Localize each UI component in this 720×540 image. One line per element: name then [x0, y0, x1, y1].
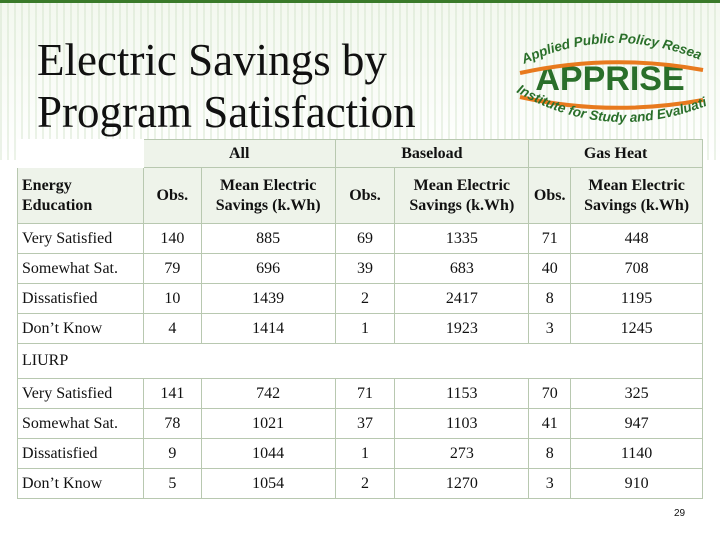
table-cell: 3 [528, 468, 572, 499]
table-row: Somewhat Sat. 78 1021 37 1103 41 947 [17, 408, 703, 439]
section-label-liurp: LIURP [17, 343, 703, 379]
row-label: Somewhat Sat. [17, 253, 144, 284]
table-row: Dissatisfied 9 1044 1 273 8 1140 [17, 438, 703, 469]
table-row: Dissatisfied 10 1439 2 2417 8 1195 [17, 283, 703, 314]
table-cell: 1044 [200, 438, 336, 469]
table-cell: 8 [528, 283, 572, 314]
section-label-energy-education: Energy Education [17, 167, 144, 224]
logo-swoosh-bottom [519, 95, 704, 110]
table-cell: 2 [334, 283, 396, 314]
table-cell: 1103 [394, 408, 530, 439]
table-row: Somewhat Sat. 79 696 39 683 40 708 [17, 253, 703, 284]
table-cell: 78 [142, 408, 202, 439]
table-row: Don’t Know 4 1414 1 1923 3 1245 [17, 313, 703, 344]
energy-education-rows: Very Satisfied 140 885 69 1335 71 448 Somewhat … [17, 223, 703, 344]
section-label-line-2: Education [22, 196, 93, 214]
table-cell: 1245 [570, 313, 703, 344]
table-cell: 79 [142, 253, 202, 284]
table-cell: 1140 [570, 438, 703, 469]
table-cell: 4 [142, 313, 202, 344]
table-cell: 1439 [200, 283, 336, 314]
table-cell: 1021 [200, 408, 336, 439]
header-mean-all: Mean Electric Savings (k.Wh) [200, 167, 336, 224]
corner-cell [17, 139, 144, 168]
table-cell: 10 [142, 283, 202, 314]
table-cell: 1195 [570, 283, 703, 314]
group-header-baseload: Baseload [334, 139, 530, 168]
row-label: Very Satisfied [17, 378, 144, 409]
header-obs-gas-heat: Obs. [528, 167, 572, 224]
row-label: Don’t Know [17, 313, 144, 344]
slide-title-line-2: Program Satisfaction [37, 87, 416, 137]
table-cell: 1 [334, 438, 396, 469]
table-cell: 41 [528, 408, 572, 439]
table-cell: 40 [528, 253, 572, 284]
table-cell: 71 [334, 378, 396, 409]
table-cell: 708 [570, 253, 703, 284]
section-header-liurp: LIURP [17, 343, 703, 379]
table-cell: 1923 [394, 313, 530, 344]
column-header-row: Energy Education Obs. Mean Electric Savin… [17, 167, 703, 224]
table-cell: 947 [570, 408, 703, 439]
table-cell: 696 [200, 253, 336, 284]
table-cell: 70 [528, 378, 572, 409]
table-cell: 910 [570, 468, 703, 499]
group-header-row: All Baseload Gas Heat [17, 139, 703, 168]
table-row: Don’t Know 5 1054 2 1270 3 910 [17, 468, 703, 499]
header-obs-baseload: Obs. [334, 167, 396, 224]
logo-swoosh-top [519, 60, 704, 75]
table-cell: 2417 [394, 283, 530, 314]
slide-header-background [0, 0, 720, 160]
table-cell: 1335 [394, 223, 530, 254]
table-cell: 1414 [200, 313, 336, 344]
table-cell: 1153 [394, 378, 530, 409]
apprise-logo: Applied Public Policy Research APPRISE I… [510, 20, 709, 125]
group-header-gas-heat: Gas Heat [528, 139, 703, 168]
table-cell: 1054 [200, 468, 336, 499]
table-cell: 885 [200, 223, 336, 254]
table-cell: 3 [528, 313, 572, 344]
page-number: 29 [674, 508, 686, 519]
row-label: Dissatisfied [17, 283, 144, 314]
section-label-line-1: Energy [22, 176, 72, 194]
liurp-rows: Very Satisfied 141 742 71 1153 70 325 Somewhat … [17, 378, 703, 499]
table-row: Very Satisfied 140 885 69 1335 71 448 [17, 223, 703, 254]
table-cell: 39 [334, 253, 396, 284]
table-cell: 2 [334, 468, 396, 499]
row-label: Don’t Know [17, 468, 144, 499]
table-cell: 1 [334, 313, 396, 344]
header-top-edge [0, 0, 720, 3]
slide-title: Electric Savings by Program Satisfaction [37, 34, 477, 138]
table-cell: 325 [570, 378, 703, 409]
row-label: Very Satisfied [17, 223, 144, 254]
table-cell: 742 [200, 378, 336, 409]
table-cell: 5 [142, 468, 202, 499]
row-label: Dissatisfied [17, 438, 144, 469]
table-cell: 37 [334, 408, 396, 439]
row-label: Somewhat Sat. [17, 408, 144, 439]
table-cell: 71 [528, 223, 572, 254]
table-cell: 683 [394, 253, 530, 284]
table-cell: 448 [570, 223, 703, 254]
satisfaction-table: All Baseload Gas Heat Energy Education O… [17, 139, 703, 499]
table-cell: 9 [142, 438, 202, 469]
table-cell: 141 [142, 378, 202, 409]
header-mean-baseload: Mean Electric Savings (k.Wh) [394, 167, 530, 224]
table-cell: 1270 [394, 468, 530, 499]
table-cell: 69 [334, 223, 396, 254]
table-cell: 140 [142, 223, 202, 254]
header-mean-gas-heat: Mean Electric Savings (k.Wh) [570, 167, 703, 224]
slide-title-line-1: Electric Savings by [37, 35, 387, 85]
group-header-all: All [142, 139, 336, 168]
table-row: Very Satisfied 141 742 71 1153 70 325 [17, 378, 703, 409]
table-cell: 8 [528, 438, 572, 469]
table-cell: 273 [394, 438, 530, 469]
header-obs-all: Obs. [142, 167, 202, 224]
